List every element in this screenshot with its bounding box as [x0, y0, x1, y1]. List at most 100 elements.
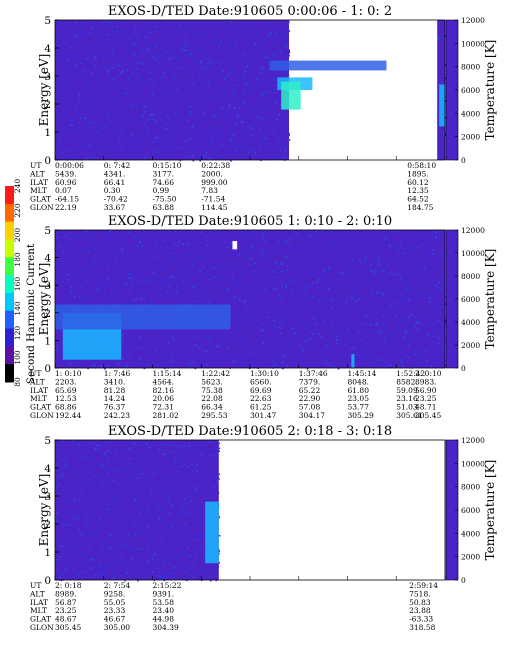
speckle — [391, 250, 393, 252]
speckle — [196, 261, 198, 263]
speckle — [288, 52, 290, 54]
speckle — [185, 74, 187, 76]
speckle — [116, 52, 118, 54]
speckle — [242, 361, 244, 363]
speckle — [389, 364, 391, 366]
speckle — [431, 307, 433, 309]
speckle — [333, 343, 335, 345]
speckle — [160, 331, 162, 333]
speckle — [57, 98, 59, 100]
speckle — [379, 325, 381, 327]
speckle — [295, 328, 297, 330]
speckle — [212, 76, 214, 78]
speckle — [306, 318, 308, 320]
speckle — [235, 274, 237, 276]
speckle — [250, 258, 252, 260]
speckle — [282, 274, 284, 276]
speckle — [87, 251, 89, 253]
speckle — [391, 339, 393, 341]
speckle — [363, 359, 365, 361]
speckle — [277, 52, 279, 54]
speckle — [317, 254, 319, 256]
speckle — [103, 21, 105, 23]
speckle — [287, 365, 289, 367]
speckle — [365, 334, 367, 336]
speckle — [154, 112, 156, 114]
speckle — [353, 316, 355, 318]
speckle — [82, 70, 84, 72]
speckle — [212, 102, 214, 104]
speckle — [131, 48, 133, 50]
feature-1 — [55, 305, 231, 330]
speckle — [337, 297, 339, 299]
speckle — [104, 124, 106, 126]
speckle — [265, 51, 267, 53]
speckle — [439, 133, 441, 135]
speckle — [125, 298, 127, 300]
speckle — [411, 293, 413, 295]
speckle — [416, 280, 418, 282]
speckle — [244, 330, 246, 332]
speckle — [343, 339, 345, 341]
speckle — [440, 138, 442, 140]
speckle — [158, 146, 160, 148]
speckle — [398, 326, 400, 328]
speckle — [111, 268, 113, 270]
speckle — [215, 269, 217, 271]
speckle — [364, 362, 366, 364]
speckle — [204, 42, 206, 44]
speckle — [180, 108, 182, 110]
speckle — [177, 353, 179, 355]
speckle — [231, 29, 233, 31]
speckle — [363, 299, 365, 301]
speckle — [401, 268, 403, 270]
speckle — [351, 284, 353, 286]
speckle — [424, 255, 426, 257]
speckle — [295, 289, 297, 291]
speckle — [414, 289, 416, 291]
speckle — [127, 69, 129, 71]
speckle — [346, 308, 348, 310]
speckle — [226, 291, 228, 293]
speckle — [152, 237, 154, 239]
y2-tick-label: 2000 — [461, 341, 480, 350]
speckle — [301, 298, 303, 300]
speckle — [135, 33, 137, 35]
speckle — [354, 256, 356, 258]
speckle — [239, 254, 241, 256]
speckle — [339, 237, 341, 239]
speckle — [140, 112, 142, 114]
speckle — [155, 361, 157, 363]
speckle — [377, 336, 379, 338]
orbit-label-glon: GLON — [30, 203, 54, 212]
speckle — [390, 277, 392, 279]
speckle — [416, 307, 418, 309]
speckle — [255, 351, 257, 353]
speckle — [126, 140, 128, 142]
speckle — [193, 259, 195, 261]
speckle — [78, 238, 80, 240]
speckle — [424, 320, 426, 322]
y2-axis-label: Temperature [K] — [483, 40, 497, 141]
speckle — [255, 333, 257, 335]
speckle — [123, 341, 125, 343]
speckle — [214, 107, 216, 109]
speckle — [169, 149, 171, 151]
speckle — [409, 255, 411, 257]
speckle — [271, 313, 273, 315]
speckle — [121, 130, 123, 132]
speckle — [442, 72, 444, 74]
speckle — [351, 260, 353, 262]
speckle — [244, 284, 246, 286]
speckle — [432, 310, 434, 312]
speckle — [277, 294, 279, 296]
speckle — [102, 153, 104, 155]
speckle — [212, 61, 214, 63]
speckle — [396, 231, 398, 233]
speckle — [231, 71, 233, 73]
speckle — [245, 267, 247, 269]
speckle — [273, 341, 275, 343]
speckle — [207, 272, 209, 274]
speckle — [197, 285, 199, 287]
speckle — [394, 234, 396, 236]
